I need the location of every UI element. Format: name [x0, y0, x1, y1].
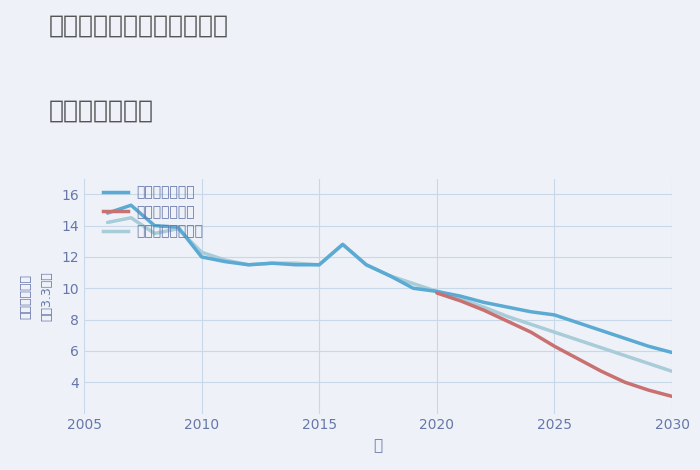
X-axis label: 年: 年: [373, 438, 383, 453]
Text: 土地の価格推移: 土地の価格推移: [49, 99, 154, 123]
Y-axis label: 単価（万円）
平（3.3㎡）: 単価（万円） 平（3.3㎡）: [19, 271, 53, 321]
Legend: グッドシナリオ, バッドシナリオ, ノーマルシナリオ: グッドシナリオ, バッドシナリオ, ノーマルシナリオ: [103, 186, 203, 239]
Text: 福岡県京都郡苅田町新津の: 福岡県京都郡苅田町新津の: [49, 14, 229, 38]
